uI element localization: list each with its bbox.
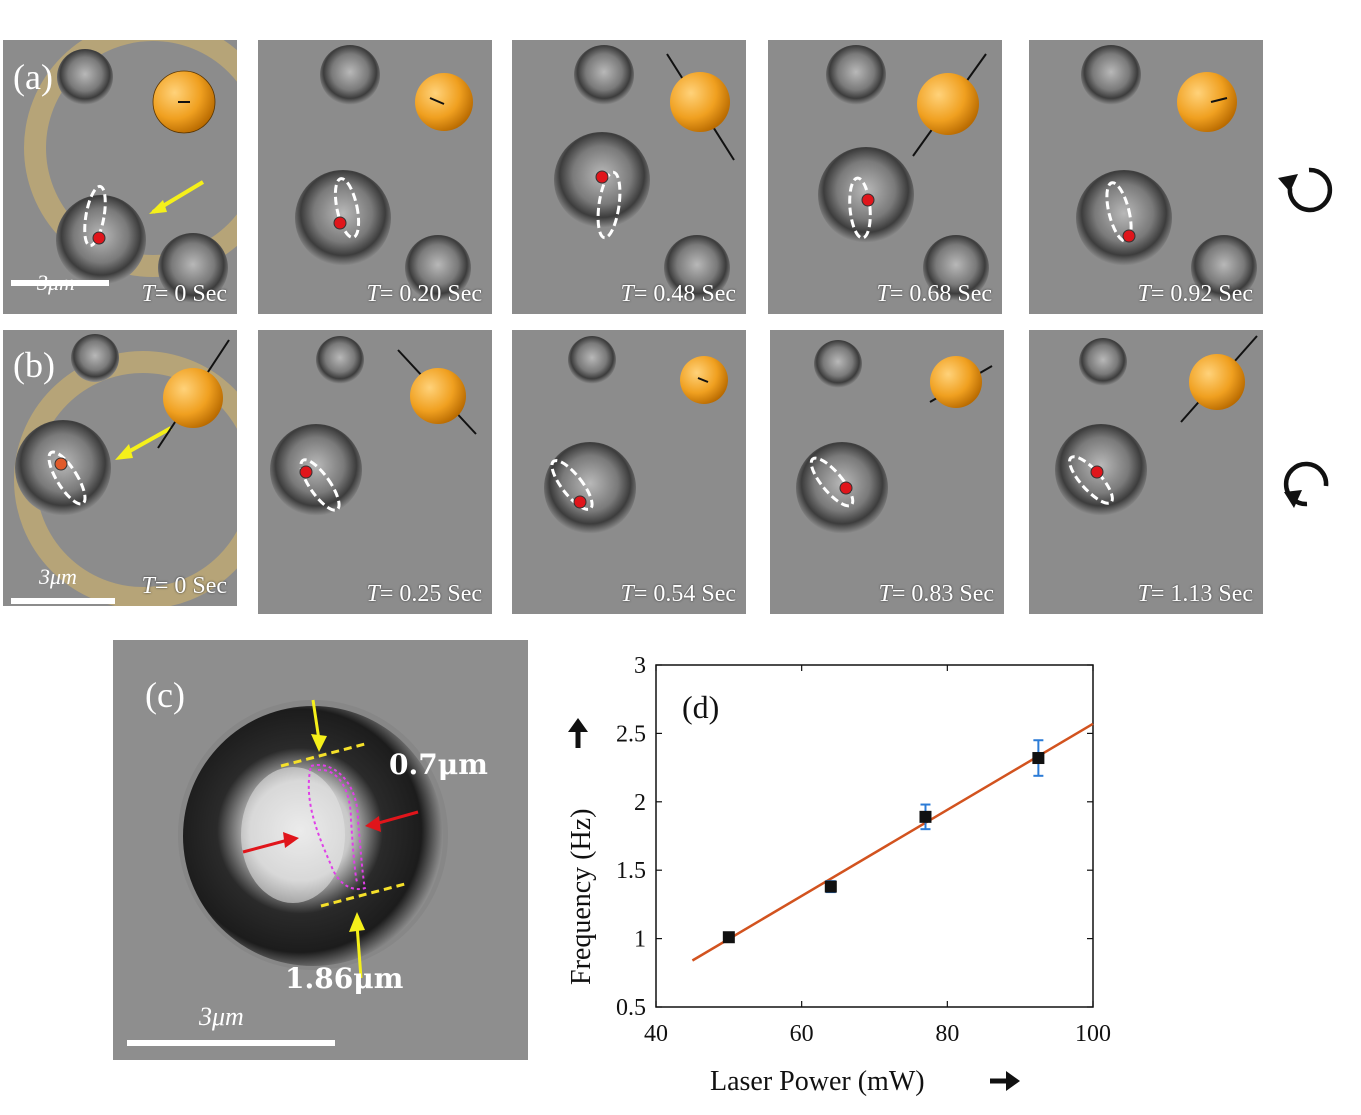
panel-a-frame-4: T= 0.68 Sec — [768, 40, 1002, 314]
y-tick-label: 1 — [634, 927, 646, 953]
width-measure-label: 0.7μm — [389, 748, 488, 781]
panel-c-micrograph: (c) 0.7μm 1.86μm 3μm — [113, 640, 528, 1060]
micrograph-image — [512, 330, 746, 614]
time-label: T= 0.25 Sec — [366, 581, 482, 607]
micrograph-image — [258, 330, 492, 614]
time-label: T= 0 Sec — [141, 281, 227, 307]
micrograph-image — [1029, 330, 1263, 614]
micrograph-image — [512, 40, 746, 314]
scale-bar-label: 3μm — [39, 564, 77, 589]
plot-area — [655, 664, 1094, 1008]
data-point — [919, 810, 932, 823]
time-label: T= 0.54 Sec — [620, 581, 736, 607]
panel-c-label: (c) — [145, 675, 185, 715]
micrograph-image — [770, 330, 1004, 614]
panel-d-label: (d) — [682, 689, 719, 725]
panel-b-frame-5: T= 1.13 Sec — [1029, 330, 1263, 614]
y-tick-label: 2 — [634, 790, 646, 816]
time-label: T= 0 Sec — [141, 573, 227, 599]
micrograph-image — [258, 40, 492, 314]
clockwise-icon — [1278, 167, 1333, 213]
y-tick-label: 1.5 — [616, 858, 646, 884]
scale-bar — [11, 280, 109, 286]
scale-bar — [11, 598, 115, 604]
panel-b-row: (b) 3μm T= 0 Sec T= 0.25 Sec T= 0.54 Sec — [0, 330, 1361, 615]
micrograph-image — [113, 640, 528, 1060]
micrograph-image — [3, 40, 237, 314]
panel-b-frame-4: T= 0.83 Sec — [770, 330, 1004, 614]
panel-a-frame-3: T= 0.48 Sec — [512, 40, 746, 314]
micrograph-image — [1029, 40, 1263, 314]
panel-a-frame-2: T= 0.20 Sec — [258, 40, 492, 314]
data-point — [824, 880, 837, 893]
y-axis-label: Frequency (Hz) — [566, 809, 597, 985]
time-label: T= 0.92 Sec — [1137, 281, 1253, 307]
up-arrow-icon — [568, 718, 588, 748]
panel-a-frame-5: T= 0.92 Sec — [1029, 40, 1263, 314]
x-tick-label: 100 — [1075, 1021, 1111, 1047]
time-label: T= 0.20 Sec — [366, 281, 482, 307]
micrograph-image — [3, 330, 237, 606]
x-tick-label: 60 — [790, 1021, 814, 1047]
counterclockwise-icon — [1283, 461, 1329, 508]
y-tick-label: 2.5 — [616, 721, 646, 747]
x-tick-label: 80 — [935, 1021, 959, 1047]
time-label: T= 0.83 Sec — [878, 581, 994, 607]
micrograph-image — [768, 40, 1002, 314]
fit-line — [691, 722, 1094, 962]
frequency-vs-power-chart: 40 60 80 100 0.5 1 1.5 2 2.5 3 (d) Laser Power (m… — [566, 653, 1111, 1097]
panel-a-label: (a) — [13, 57, 53, 97]
y-tick-label: 3 — [634, 653, 646, 679]
data-point — [722, 931, 735, 944]
y-tick-label: 0.5 — [616, 995, 646, 1021]
x-tick-label: 40 — [644, 1021, 668, 1047]
scale-bar-label: 3μm — [37, 270, 75, 295]
scale-bar-label: 3μm — [199, 1002, 244, 1031]
x-axis-label: Laser Power (mW) — [710, 1066, 925, 1097]
panel-b-label: (b) — [13, 345, 55, 385]
data-point — [1032, 752, 1045, 765]
panel-a-frame-1: (a) 3μm T= 0 Sec — [3, 40, 237, 314]
right-arrow-icon — [990, 1071, 1020, 1091]
time-label: T= 1.13 Sec — [1137, 581, 1253, 607]
panel-b-frame-3: T= 0.54 Sec — [512, 330, 746, 614]
panel-b-frame-1: (b) 3μm T= 0 Sec — [3, 330, 237, 606]
panel-b-frame-2: T= 0.25 Sec — [258, 330, 492, 614]
length-measure-label: 1.86μm — [285, 962, 404, 995]
time-label: T= 0.48 Sec — [620, 281, 736, 307]
time-label: T= 0.68 Sec — [876, 281, 992, 307]
panel-a-row: (a) 3μm T= 0 Sec T= 0.20 Sec T= 0 — [0, 38, 1361, 318]
